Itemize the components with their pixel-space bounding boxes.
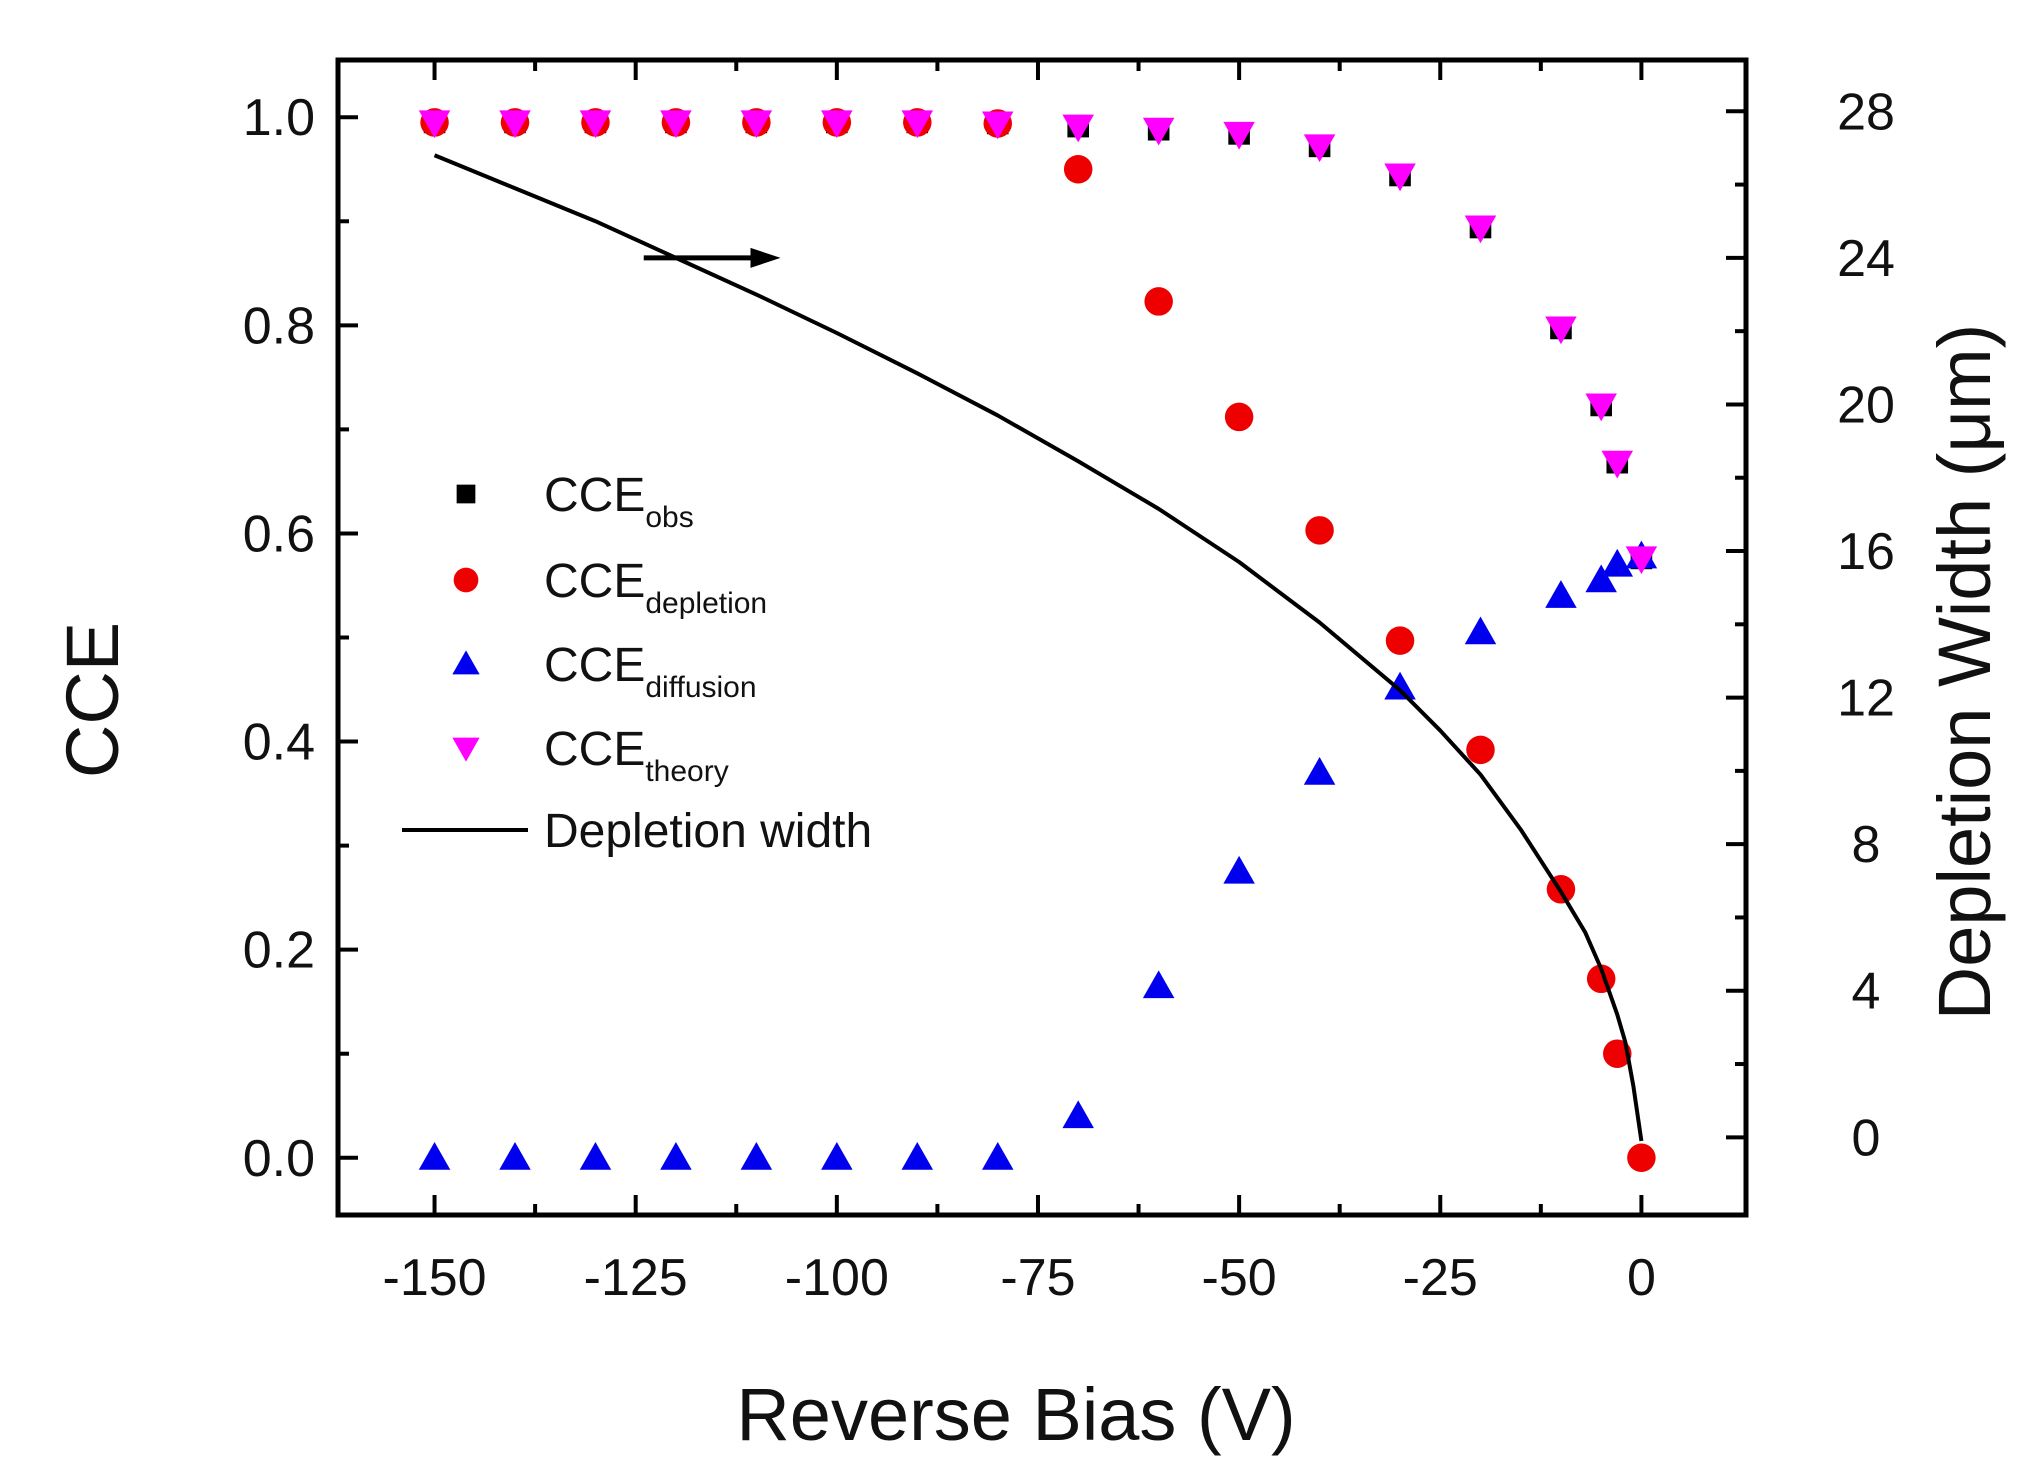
data-point-theory bbox=[1303, 134, 1336, 163]
y-tick-label: 0.4 bbox=[243, 714, 315, 772]
data-point-diffusion bbox=[1601, 548, 1634, 577]
data-point-diffusion bbox=[1223, 855, 1255, 884]
y2-tick-label: 8 bbox=[1852, 816, 1881, 874]
data-point-diffusion bbox=[1545, 580, 1577, 608]
data-point-diffusion bbox=[499, 1142, 531, 1170]
y2-tick-label: 24 bbox=[1837, 230, 1895, 288]
legend-label-main: CCE bbox=[544, 639, 645, 692]
arrow-head bbox=[750, 247, 781, 268]
legend-symbol-diffusion bbox=[452, 650, 480, 675]
legend-label: CCEobs bbox=[544, 469, 694, 534]
y2-tick-label: 28 bbox=[1837, 83, 1895, 141]
y2-axis-ticks: 0 4 8 12 16 20 24 28 bbox=[1726, 83, 1895, 1167]
data-point-theory bbox=[1585, 393, 1617, 422]
data-point-theory bbox=[1601, 450, 1634, 479]
legend-label-main: CCE bbox=[544, 555, 645, 608]
data-point-theory bbox=[1464, 215, 1497, 244]
data-point-diffusion bbox=[1464, 616, 1497, 645]
y-tick-label: 0.0 bbox=[243, 1130, 315, 1188]
x-tick-label: -75 bbox=[1000, 1249, 1075, 1307]
legend-label-main: CCE bbox=[544, 469, 645, 522]
y-axis-title: CCE bbox=[51, 622, 134, 778]
series-layer bbox=[418, 108, 1658, 1173]
legend-symbol-theory bbox=[452, 737, 480, 762]
y2-tick-label: 16 bbox=[1837, 523, 1895, 581]
legend-label: CCEdiffusion bbox=[544, 639, 757, 704]
y-tick-label: 1.0 bbox=[243, 89, 315, 147]
data-point-diffusion bbox=[1142, 970, 1175, 999]
x-tick-label: -100 bbox=[785, 1249, 889, 1307]
x-axis-ticks: -150 -125 -100 -75 -50 -25 0 bbox=[383, 60, 1656, 1307]
data-point-theory bbox=[1223, 121, 1255, 150]
data-point-theory bbox=[660, 110, 692, 139]
data-point-depletion bbox=[1144, 287, 1173, 316]
data-point-diffusion bbox=[901, 1142, 934, 1170]
data-point-diffusion bbox=[981, 1142, 1014, 1170]
data-point-theory bbox=[1625, 546, 1658, 575]
legend-label-main: CCE bbox=[544, 723, 645, 776]
data-point-diffusion bbox=[821, 1142, 853, 1170]
series-diffusion bbox=[418, 540, 1658, 1170]
data-point-depletion bbox=[1466, 735, 1495, 765]
x-tick-label: -150 bbox=[383, 1249, 487, 1307]
y2-tick-label: 12 bbox=[1837, 670, 1895, 728]
legend-label-main: Depletion width bbox=[544, 805, 872, 858]
data-point-depletion bbox=[1305, 516, 1334, 545]
data-point-theory bbox=[579, 110, 612, 139]
y-axis-ticks: 0.0 0.2 0.4 0.6 0.8 1.0 bbox=[243, 89, 358, 1188]
annotation-arrow bbox=[643, 247, 781, 268]
legend-symbol-depletion bbox=[453, 567, 479, 593]
data-point-diffusion bbox=[418, 1142, 451, 1170]
legend-label-subscript: diffusion bbox=[645, 671, 756, 704]
data-point-diffusion bbox=[660, 1142, 692, 1170]
x-axis-title: Reverse Bias (V) bbox=[736, 1373, 1295, 1456]
data-point-theory bbox=[821, 110, 853, 139]
y-tick-label: 0.8 bbox=[243, 297, 315, 355]
data-point-theory bbox=[1142, 117, 1175, 146]
data-point-diffusion bbox=[740, 1142, 773, 1170]
legend: CCEobsCCEdepletionCCEdiffusionCCEtheoryD… bbox=[402, 469, 872, 858]
data-point-diffusion bbox=[1384, 671, 1416, 700]
y2-axis-title: Depletion Width (μm) bbox=[1923, 324, 2006, 1021]
data-point-diffusion bbox=[1585, 564, 1617, 593]
y-tick-label: 0.2 bbox=[243, 922, 315, 980]
data-point-theory bbox=[499, 110, 531, 139]
legend-symbol-obs bbox=[456, 484, 476, 504]
x-tick-label: -25 bbox=[1403, 1249, 1478, 1307]
legend-label: CCEtheory bbox=[544, 723, 729, 788]
legend-label: Depletion width bbox=[544, 805, 872, 858]
data-point-depletion bbox=[1627, 1143, 1656, 1173]
depletion-width-line bbox=[433, 153, 1644, 1142]
plot-frame bbox=[335, 57, 1749, 1218]
data-point-theory bbox=[418, 110, 451, 139]
legend-label: CCEdepletion bbox=[544, 555, 767, 620]
data-point-theory bbox=[901, 110, 934, 139]
x-tick-label: -50 bbox=[1202, 1249, 1277, 1307]
data-point-theory bbox=[1545, 316, 1577, 345]
data-point-theory bbox=[1062, 114, 1094, 143]
data-point-diffusion bbox=[1062, 1100, 1094, 1129]
legend-label-subscript: theory bbox=[645, 755, 728, 788]
series-theory bbox=[418, 110, 1658, 575]
y2-tick-label: 0 bbox=[1852, 1109, 1881, 1167]
data-point-theory bbox=[981, 111, 1014, 140]
data-point-depletion bbox=[1385, 626, 1415, 655]
data-point-depletion bbox=[1063, 155, 1093, 184]
data-point-theory bbox=[1384, 163, 1416, 192]
legend-label-subscript: depletion bbox=[645, 587, 767, 620]
data-point-diffusion bbox=[1303, 757, 1336, 785]
y-tick-label: 0.6 bbox=[243, 505, 315, 563]
data-point-theory bbox=[740, 110, 773, 139]
y2-tick-label: 20 bbox=[1837, 376, 1895, 434]
data-point-depletion bbox=[1224, 402, 1254, 432]
legend-label-subscript: obs bbox=[645, 501, 693, 534]
x-tick-label: -125 bbox=[584, 1249, 688, 1307]
data-point-diffusion bbox=[579, 1142, 612, 1170]
series-depletion-width bbox=[433, 153, 1644, 1142]
x-tick-label: 0 bbox=[1627, 1249, 1656, 1307]
y2-tick-label: 4 bbox=[1852, 963, 1881, 1021]
